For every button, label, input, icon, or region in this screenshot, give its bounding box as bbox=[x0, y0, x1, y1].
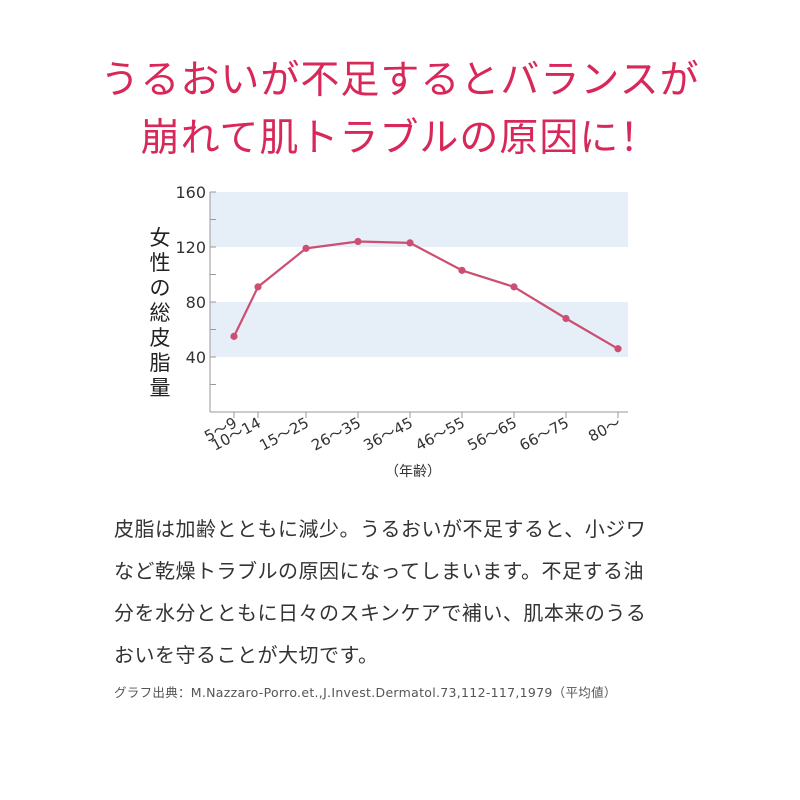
x-tick-label: 36〜45 bbox=[360, 414, 415, 455]
data-point bbox=[458, 266, 466, 274]
data-point bbox=[406, 239, 414, 247]
headline: うるおいが不足するとバランスが 崩れて肌トラブルの原因に！ bbox=[0, 52, 800, 168]
y-tick-label: 120 bbox=[175, 238, 206, 257]
source-citation: グラフ出典：M.Nazzaro-Porro.et.,J.Invest.Derma… bbox=[114, 685, 617, 700]
headline-line-2: 崩れて肌トラブルの原因に！ bbox=[140, 116, 660, 161]
y-tick-label: 40 bbox=[186, 348, 206, 367]
headline-line-1: うるおいが不足するとバランスが bbox=[100, 58, 700, 103]
y-axis-label-char: 皮 bbox=[149, 326, 171, 350]
data-point bbox=[562, 314, 570, 323]
y-tick-label: 160 bbox=[175, 183, 206, 202]
x-tick-label: 15〜25 bbox=[256, 414, 311, 455]
chart-axes bbox=[209, 191, 628, 418]
band-40-80 bbox=[210, 302, 628, 357]
data-point bbox=[230, 332, 238, 340]
y-axis-label-char: 脂 bbox=[149, 351, 171, 375]
y-axis-label-char: 総 bbox=[149, 301, 171, 325]
data-point bbox=[614, 345, 622, 353]
data-point bbox=[354, 237, 362, 246]
x-tick-label: 66〜75 bbox=[516, 414, 571, 455]
x-tick-label: 56〜65 bbox=[464, 414, 519, 455]
chart-bands bbox=[210, 192, 628, 357]
x-tick-label: 26〜35 bbox=[308, 414, 363, 455]
band-120-160 bbox=[210, 192, 628, 247]
y-tick-label: 80 bbox=[186, 293, 206, 312]
data-point bbox=[302, 244, 310, 252]
data-point bbox=[510, 283, 518, 291]
x-tick-label: 10〜14 bbox=[208, 414, 263, 455]
description-line-1: 皮脂は加齢とともに減少。うるおいが不足すると、小ジワ bbox=[114, 517, 647, 541]
description: 皮脂は加齢とともに減少。うるおいが不足すると、小ジワ など乾燥トラブルの原因にな… bbox=[114, 508, 714, 676]
y-axis-label-char: の bbox=[149, 276, 171, 300]
description-line-4: おいを守ることが大切です。 bbox=[114, 643, 379, 667]
data-point bbox=[254, 283, 262, 291]
y-axis-label-char: 女 bbox=[149, 226, 171, 250]
x-tick-label: 80〜 bbox=[585, 414, 624, 446]
x-tick-label: 46〜55 bbox=[412, 414, 467, 455]
y-axis-label: 女性の総皮脂量 bbox=[143, 226, 177, 401]
chart-series bbox=[230, 237, 622, 353]
x-axis-label: （年齢） bbox=[385, 464, 441, 480]
description-line-3: 分を水分とともに日々のスキンケアで補い、肌本来のうる bbox=[114, 601, 647, 625]
y-axis-label-char: 量 bbox=[149, 376, 171, 400]
y-tick-labels: 40 80 120 160 bbox=[175, 183, 206, 367]
description-line-2: など乾燥トラブルの原因になってしまいます。不足する油 bbox=[114, 559, 644, 583]
y-axis-label-char: 性 bbox=[149, 251, 171, 275]
